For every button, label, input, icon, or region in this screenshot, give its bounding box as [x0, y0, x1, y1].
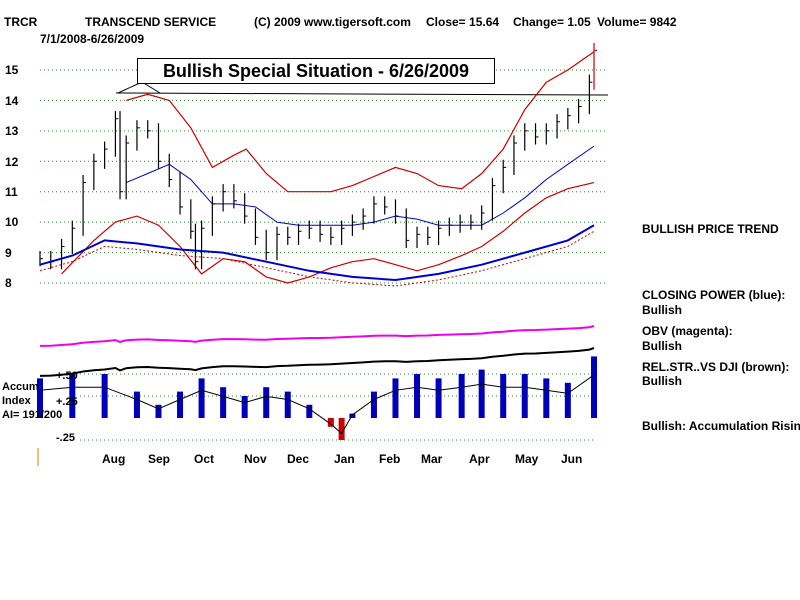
accum-bar	[263, 387, 270, 418]
date-range: 7/1/2008-6/26/2009	[40, 32, 145, 46]
volume-value: Volume= 9842	[597, 15, 677, 29]
rel-strength-line	[39, 347, 595, 377]
accum-bar	[69, 374, 76, 418]
x-tick-label: Mar	[421, 452, 443, 466]
y-tick-label: 12	[5, 155, 19, 169]
accum-bar	[521, 374, 528, 418]
accum-bar	[284, 391, 291, 418]
symbol: TRCR	[4, 15, 38, 29]
accum-tick-p25: +.25	[56, 396, 78, 408]
accum-bar	[155, 404, 162, 418]
lower-band-line	[61, 182, 595, 284]
y-tick-label: 10	[5, 215, 19, 229]
x-tick-label: Feb	[379, 452, 401, 466]
y-tick-label: 13	[5, 124, 19, 138]
y-tick-label: 8	[5, 276, 12, 290]
rel-strength-label: REL.STR..VS DJI (brown):	[642, 360, 790, 374]
accum-bar	[306, 404, 313, 418]
price-trend-label: BULLISH PRICE TREND	[642, 222, 779, 236]
accum-tick-m25: -.25	[56, 432, 75, 444]
accum-bar	[478, 369, 485, 418]
closing-power-line	[39, 224, 595, 282]
x-tick-label: Jun	[561, 452, 583, 466]
accum-bar	[392, 378, 399, 418]
accum-bar	[133, 391, 140, 418]
accum-bar	[101, 374, 108, 418]
ai-score: AI= 191/200	[2, 409, 63, 421]
accum-bar	[177, 391, 184, 418]
y-tick-label: 11	[5, 185, 18, 199]
accum-tick-p50: +.50	[56, 370, 78, 382]
close-value: Close= 15.64	[426, 15, 500, 29]
closing-power-ma-line	[39, 230, 595, 287]
accum-ma-line	[39, 374, 595, 435]
accum-bar	[241, 396, 248, 418]
accum-bar	[198, 378, 205, 418]
obv-status: Bullish	[642, 339, 683, 353]
accumulation-status: Bullish: Accumulation Rising	[642, 419, 800, 433]
accum-bar	[435, 378, 442, 418]
y-tick-label: 9	[5, 246, 12, 260]
x-tick-label: Sep	[148, 452, 171, 466]
accum-label: Accum	[2, 381, 39, 393]
x-tick-label: Apr	[469, 452, 490, 466]
accum-bar	[564, 382, 571, 418]
special-situation-banner: Bullish Special Situation - 6/26/2009	[137, 58, 495, 84]
resistance-line	[115, 92, 609, 96]
rel-strength-status: Bullish	[642, 374, 683, 388]
y-tick-label: 15	[5, 63, 19, 77]
accum-bar	[327, 418, 334, 427]
company-name: TRANSCEND SERVICE	[85, 15, 217, 29]
accum-bar	[458, 374, 465, 418]
obv-line	[39, 325, 595, 347]
x-tick-label: Oct	[194, 452, 215, 466]
accum-bar	[220, 387, 227, 418]
accum-bar	[370, 391, 377, 418]
obv-label: OBV (magenta):	[642, 324, 733, 338]
closing-power-label: CLOSING POWER (blue):	[642, 288, 786, 302]
copyright: (C) 2009 www.tigersoft.com	[254, 15, 411, 29]
x-tick-label: Nov	[244, 452, 267, 466]
accum-bar	[591, 356, 597, 418]
accum-bar	[500, 374, 507, 418]
upper-band-line	[126, 51, 595, 193]
x-tick-label: Jan	[334, 452, 355, 466]
accum-bar	[37, 378, 43, 418]
index-label: Index	[2, 395, 31, 407]
accum-bar	[338, 418, 345, 440]
closing-power-status: Bullish	[642, 303, 683, 317]
x-tick-label: Aug	[102, 452, 126, 466]
x-tick-label: May	[515, 452, 539, 466]
accum-bar	[543, 378, 550, 418]
change-value: Change= 1.05	[513, 15, 591, 29]
accum-bar	[414, 374, 421, 418]
x-tick-label: Dec	[287, 452, 310, 466]
y-tick-label: 14	[5, 94, 19, 108]
